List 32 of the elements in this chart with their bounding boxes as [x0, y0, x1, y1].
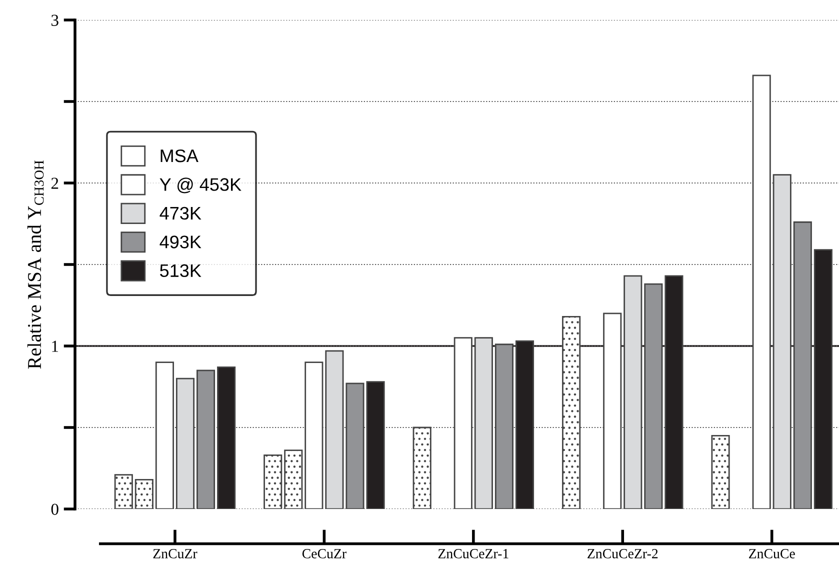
x-tick-label: ZnCuCe: [748, 549, 795, 558]
y-tick-label: 1: [52, 340, 58, 352]
bar: [793, 221, 812, 509]
bar: [366, 381, 385, 509]
x-tick-label: CeCuZr: [302, 549, 346, 558]
bar: [304, 362, 324, 509]
legend-label: 473K: [160, 206, 202, 220]
y-tick-label: 2: [51, 178, 58, 189]
legend-label: MSA: [160, 149, 198, 162]
legend-label: 513K: [160, 264, 202, 278]
y-tick-label: 0: [51, 504, 58, 515]
bar: [772, 174, 792, 509]
bar: [454, 337, 472, 509]
x-tick-label: ZnCuCeZr-1: [438, 549, 508, 558]
bar: [474, 337, 493, 509]
bar: [603, 312, 622, 509]
bar: [346, 382, 364, 509]
bar: [217, 366, 236, 509]
bar: [155, 362, 174, 509]
y-tick-label: 3: [51, 14, 58, 26]
y-axis-title: Relative MSA and Y$_{CH3OH}$: [27, 160, 44, 369]
bar: [494, 344, 514, 509]
x-tick-label: ZnCuCeZr-2: [588, 549, 658, 558]
bar: [752, 74, 771, 509]
legend-label: Y @ 453K: [160, 178, 242, 194]
bar: [176, 378, 195, 509]
bar: [644, 283, 663, 509]
bar: [325, 350, 344, 509]
legend-label: 493K: [160, 236, 202, 248]
x-tick-label: ZnCuZr: [153, 549, 198, 558]
bar: [624, 275, 642, 509]
bar: [196, 370, 216, 509]
